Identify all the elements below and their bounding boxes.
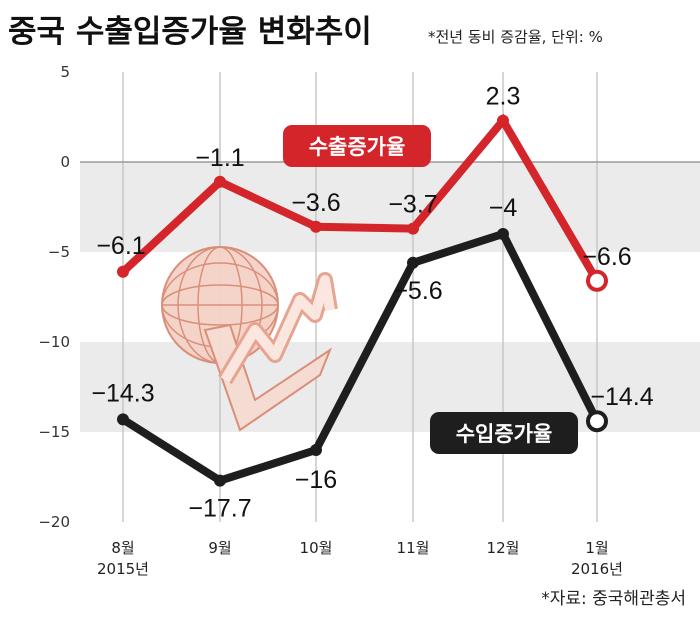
data-label-import: −16 (295, 466, 337, 494)
point-export (586, 269, 608, 292)
legend-import: 수입증가율 (430, 412, 578, 454)
x-tick-line: 8월 (111, 539, 134, 557)
source-note: *자료: 중국해관총서 (541, 589, 686, 609)
data-label-export: −6.1 (96, 232, 145, 260)
legend-import-pill (430, 412, 578, 454)
data-label-import: −5.6 (393, 277, 442, 305)
x-tick-label: 10월 (300, 539, 333, 557)
x-tick-line: 11월 (397, 539, 430, 557)
point-export (117, 265, 129, 278)
x-tick-line: 12월 (487, 539, 520, 557)
point-import (497, 228, 509, 240)
data-label-export: −3.7 (388, 191, 437, 219)
point-export (407, 222, 419, 235)
point-export (497, 114, 509, 127)
data-labels: −6.1 −1.1 −3.6 −3.7 2.3 −6.6 −14.3 −17.7 −16 −5.6… (91, 83, 653, 523)
x-tick-line: 9월 (208, 539, 231, 557)
chart-subtitle: *전년 동비 증감율, 단위: % (428, 28, 603, 46)
series-points (117, 114, 608, 487)
point-import (407, 256, 419, 269)
data-label-import: −14.3 (91, 379, 154, 407)
data-label-import: −4 (489, 194, 518, 222)
y-tick-label: 5 (60, 63, 70, 81)
data-label-export: −1.1 (195, 144, 244, 172)
x-tick-label: 8월 2015년 (97, 539, 149, 578)
x-tick-line: 2016년 (571, 560, 623, 578)
legend-export-label: 수출증가율 (309, 135, 406, 159)
point-import (310, 444, 322, 456)
point-export (214, 175, 226, 188)
x-tick-line: 10월 (300, 539, 333, 557)
series-line-export (119, 113, 601, 285)
point-import (214, 474, 226, 487)
data-label-import: −14.4 (590, 383, 653, 411)
x-tick-label: 11월 (397, 539, 430, 557)
x-tick-label: 12월 (487, 539, 520, 557)
y-tick-label: −20 (38, 513, 70, 531)
point-import (117, 413, 129, 426)
globe-arrow-illustration (161, 246, 338, 432)
x-tick-label: 9월 (208, 539, 231, 557)
legend-export: 수출증가율 (283, 125, 431, 167)
data-label-export: −3.6 (291, 189, 340, 217)
point-import (586, 410, 608, 433)
point-export (310, 220, 322, 233)
x-tick-line: 2015년 (97, 560, 149, 578)
data-label-export: −6.6 (582, 243, 631, 271)
y-tick-label: −15 (38, 423, 70, 441)
chart-title: 중국 수출입증가율 변화추이 (8, 14, 372, 50)
y-tick-label: 0 (60, 153, 70, 171)
y-tick-label: −5 (48, 243, 70, 261)
x-tick-label: 1월 2016년 (571, 539, 623, 578)
x-axis-ticks: 8월 2015년 9월 10월 11월 12월 1월 2016년 (97, 539, 623, 578)
legend-import-label: 수입증가율 (456, 422, 553, 446)
series-lines (119, 113, 601, 485)
legend-export-pill (283, 125, 431, 167)
data-label-export: 2.3 (486, 83, 521, 111)
y-tick-label: −10 (38, 333, 70, 351)
series-line-import (119, 229, 601, 485)
y-axis-ticks: 5 0 −5 −10 −15 −20 (38, 63, 70, 531)
x-tick-line: 1월 (585, 539, 608, 557)
data-label-import: −17.7 (188, 495, 251, 523)
